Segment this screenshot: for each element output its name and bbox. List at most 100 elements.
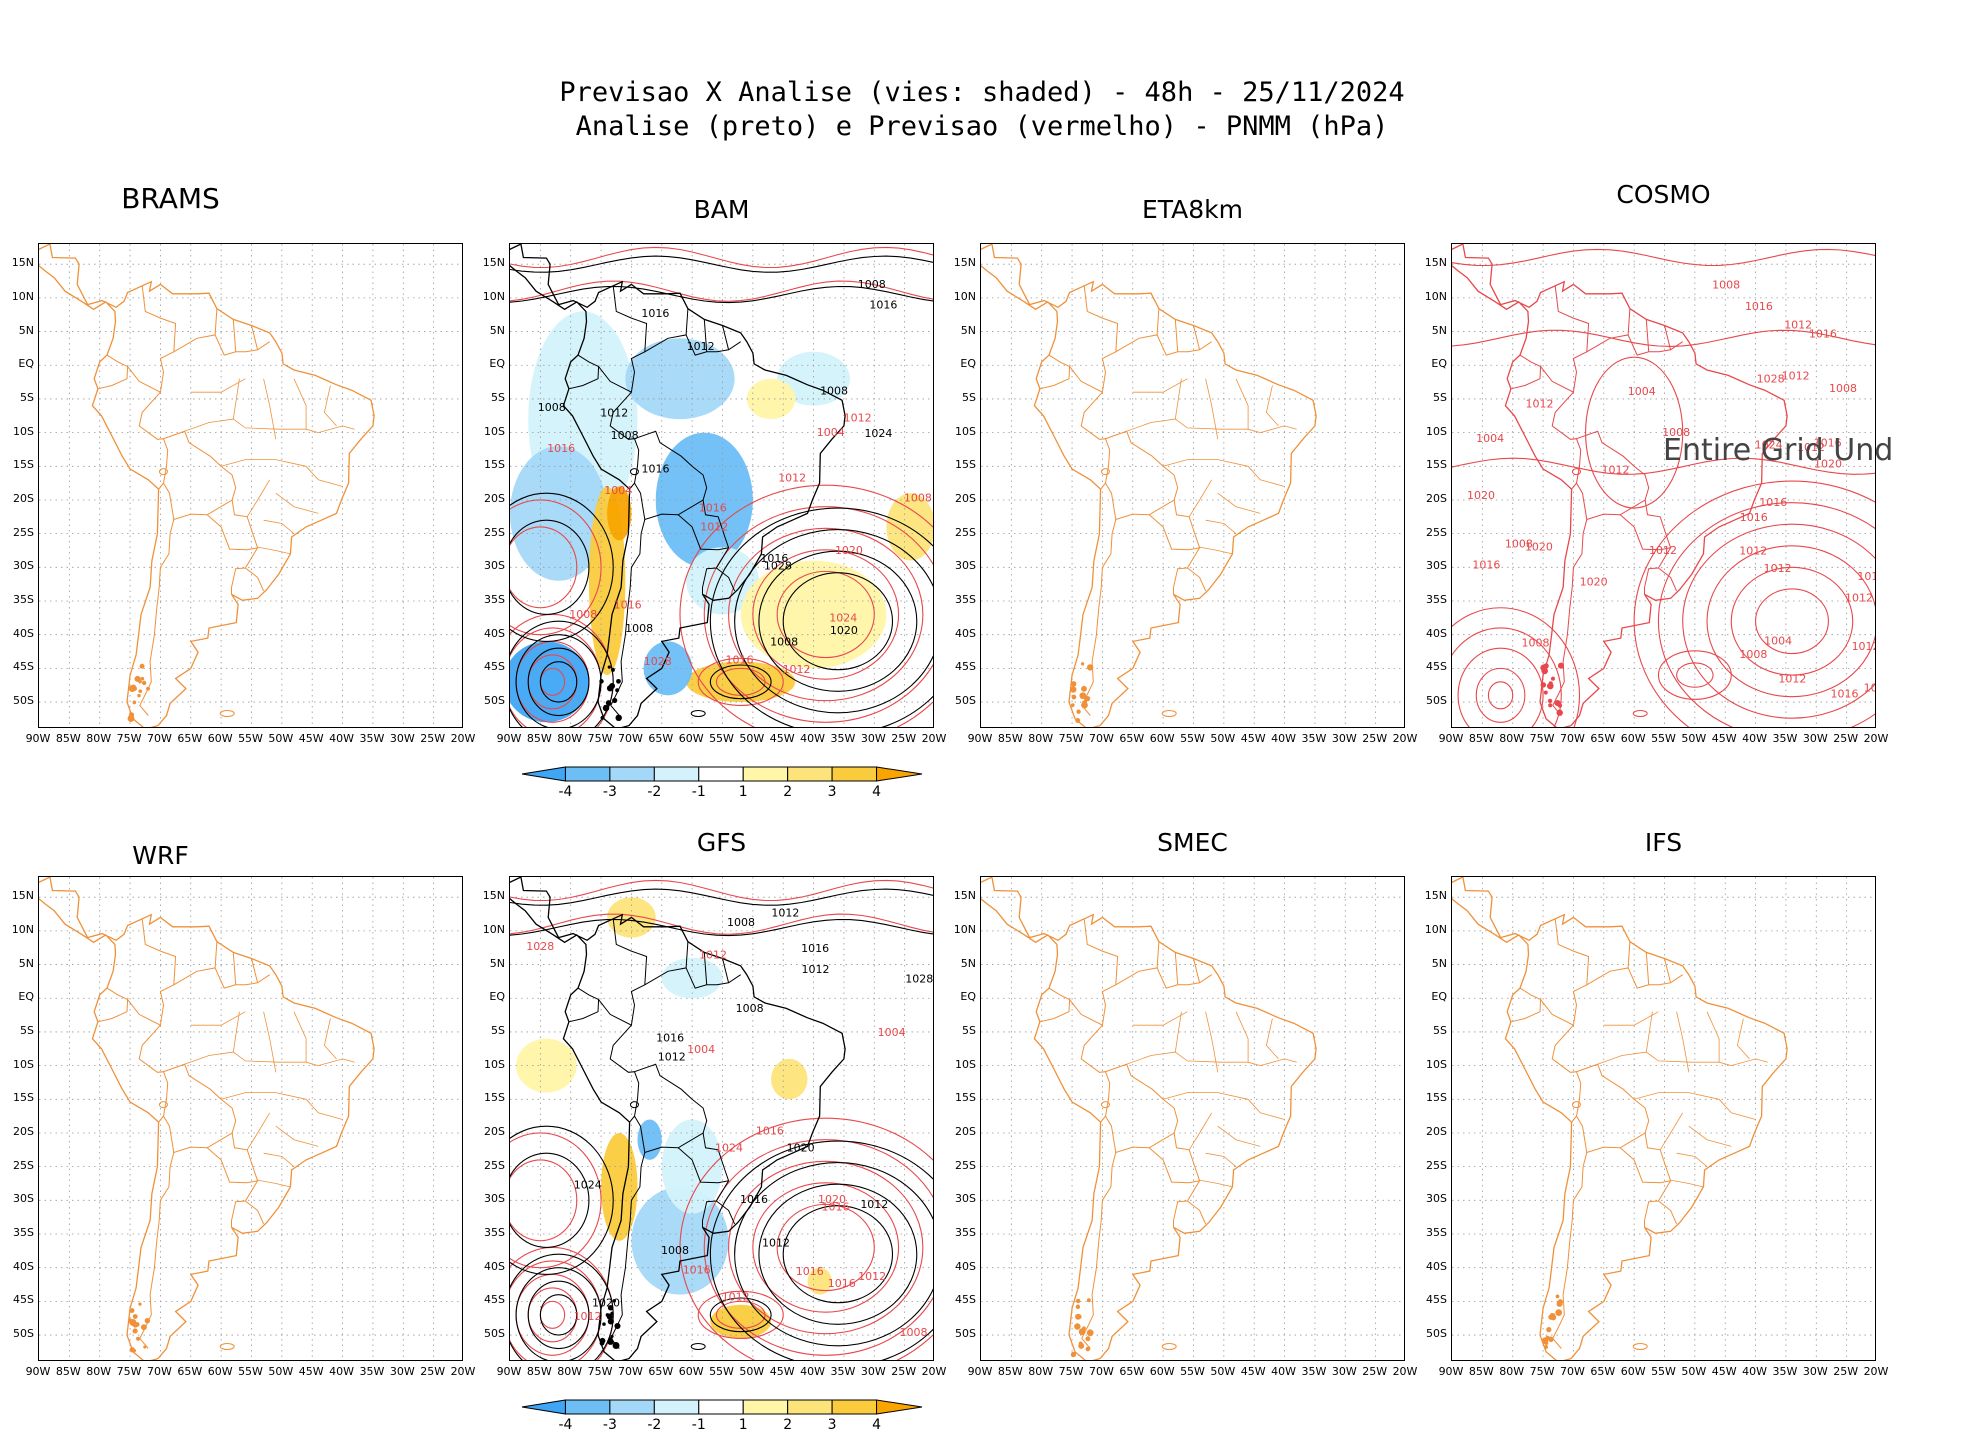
country-border (173, 308, 218, 353)
contour-label: 1004 (604, 484, 632, 497)
contour-label: 1012 (762, 1236, 790, 1249)
forecast-contour (1730, 566, 1854, 676)
colorbar-segment (521, 1399, 566, 1415)
lat-tick-label: 35S (484, 1226, 505, 1239)
colorbar-label: -3 (602, 784, 617, 800)
lon-tick-label: 60W (1620, 732, 1646, 745)
contour-label: 1024 (829, 611, 857, 624)
fjord-islands (1076, 709, 1081, 714)
state-border (257, 1179, 291, 1188)
state-border (220, 1092, 343, 1120)
lake (158, 468, 168, 476)
lat-tick-label: 5S (20, 390, 34, 404)
colorbar-segment (698, 766, 744, 782)
country-border (716, 567, 736, 592)
country-border (1554, 918, 1590, 1026)
country-border (1039, 987, 1071, 1023)
fjord-islands (1543, 1344, 1549, 1350)
state-border (1105, 1051, 1297, 1073)
lon-tick-label: 45W (769, 732, 795, 745)
panel-title-ifs: IFS (1644, 828, 1683, 857)
fjord-islands (1079, 692, 1087, 700)
lat-tick-label: 10S (1426, 424, 1447, 438)
lon-tick-label: 30W (1331, 1365, 1357, 1378)
lat-tick-label: 5S (491, 390, 505, 404)
coastline (39, 877, 375, 1360)
contour-label: 1016 (801, 942, 829, 955)
lon-tick-label: 20W (1863, 1365, 1889, 1378)
lon-tick-label: 50W (268, 732, 294, 745)
forecast-contour (1585, 356, 1684, 509)
country-border (1658, 567, 1678, 592)
forecast-contour (679, 484, 933, 727)
lon-tick-label: 35W (830, 1365, 856, 1378)
contour-label: 1016 (1759, 496, 1787, 509)
state-border (232, 1011, 240, 1053)
lat-tick-label: 35S (484, 593, 505, 606)
fjord-islands (1084, 696, 1091, 702)
lat-tick-label: 5N (1431, 323, 1447, 337)
country-border (1658, 1200, 1678, 1225)
lat-tick-label: 20S (955, 491, 976, 505)
fjord-islands (1554, 699, 1561, 707)
lon-tick-label: 25W (891, 732, 917, 745)
state-border (1205, 519, 1237, 535)
fjord-islands (599, 1337, 606, 1344)
lat-tick-label: EQ (1431, 990, 1447, 1004)
analysis-contour (527, 647, 590, 717)
lat-tick-label: 25S (13, 1158, 34, 1172)
panel-title-bam: BAM (693, 195, 750, 224)
lon-tick-label: 65W (177, 1365, 203, 1378)
lon-tick-label: 85W (997, 1365, 1023, 1378)
country-border (1187, 1200, 1207, 1225)
state-border (163, 1051, 355, 1073)
lon-tick-label: 60W (678, 732, 704, 745)
contour-label: 1020 (1467, 489, 1495, 502)
fjord-islands (146, 686, 150, 691)
contour-label: 1020 (1580, 576, 1608, 589)
lat-tick-label: 15N (1424, 256, 1447, 270)
lon-tick-label: 70W (1088, 1365, 1114, 1378)
lat-tick-label: 40S (484, 1259, 505, 1273)
lon-tick-label: 50W (1210, 1365, 1236, 1378)
fjord-islands (1085, 1336, 1091, 1342)
country-border (1083, 285, 1119, 393)
lat-tick-label: 45S (484, 1293, 505, 1307)
forecast-isobar (1452, 457, 1875, 475)
contour-label: 1012 (844, 412, 872, 425)
state-border (1265, 385, 1279, 427)
lon-tick-label: 50W (268, 1365, 294, 1378)
country-border (1069, 999, 1111, 1123)
lat-tick-label: 30S (13, 1192, 34, 1206)
lon-tick-label: 80W (86, 1365, 112, 1378)
country-border (1586, 941, 1631, 986)
colorbar-segment (564, 1399, 611, 1415)
lat-tick-label: 30S (955, 559, 976, 573)
country-border (1187, 567, 1207, 592)
lon-tick-label: 30W (1802, 1365, 1828, 1378)
lat-tick-label: 50S (13, 694, 34, 708)
lat-tick-label: EQ (18, 990, 34, 1004)
country-border (139, 519, 175, 716)
colorbar-label: -3 (602, 1417, 617, 1433)
map-bam: 1012 1016 1016 1012 1012 1008 1008 1016 1012 1008… (509, 243, 934, 728)
colorbar-label: 3 (827, 784, 837, 800)
fjord-islands (1544, 1341, 1549, 1345)
coastline (1452, 244, 1788, 727)
lat-tick-label: 10N (482, 289, 505, 303)
analysis-contour (782, 1205, 894, 1304)
lat-tick-label: EQ (18, 357, 34, 371)
lat-tick-label: 15N (953, 256, 976, 270)
lon-tick-label: 60W (207, 1365, 233, 1378)
contour-label: 1012 (687, 340, 715, 353)
fjord-islands (1546, 1326, 1552, 1333)
country-border (1644, 1180, 1672, 1228)
lat-tick-label: 5N (18, 956, 34, 970)
country-border (127, 999, 169, 1123)
country-border (1156, 334, 1212, 356)
lat-tick-label: 35S (1426, 593, 1447, 606)
lat-tick-label: EQ (489, 357, 505, 371)
lat-tick-label: 10S (955, 1057, 976, 1071)
map-canvas-gfs: 1012101210161016101210121012101610161008… (510, 877, 933, 1360)
state-border (275, 1125, 319, 1147)
